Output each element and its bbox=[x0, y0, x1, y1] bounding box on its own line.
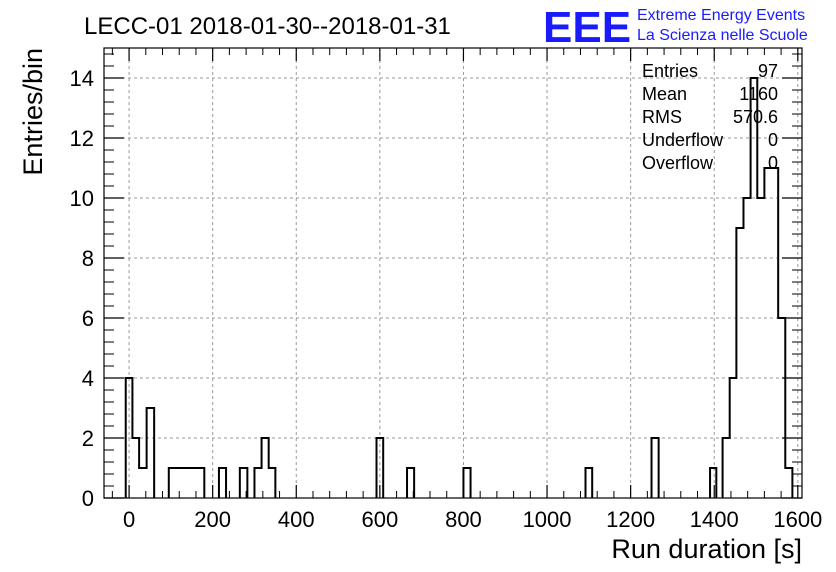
histogram-bin bbox=[132, 438, 139, 498]
stats-overflow-value: 0 bbox=[768, 153, 778, 173]
histogram-bin bbox=[778, 318, 785, 498]
y-tick-labels: 0 2 4 6 8 10 12 14 bbox=[70, 66, 94, 511]
histogram-bin bbox=[262, 438, 269, 498]
y-tick-label: 14 bbox=[70, 66, 94, 91]
y-tick-label: 10 bbox=[70, 186, 94, 211]
stats-box: Entries 97 Mean 1160 RMS 570.6 Underflow… bbox=[642, 61, 778, 173]
stats-entries-value: 97 bbox=[758, 61, 778, 81]
stats-mean-value: 1160 bbox=[739, 84, 778, 104]
histogram-bin bbox=[743, 198, 750, 498]
axis-ticks bbox=[104, 48, 802, 499]
y-tick-label: 8 bbox=[82, 246, 94, 271]
plot-frame bbox=[103, 47, 803, 499]
histogram-bin bbox=[585, 468, 592, 498]
x-tick-label: 400 bbox=[278, 507, 315, 532]
histogram-bin bbox=[771, 168, 778, 498]
stats-rms-label: RMS bbox=[642, 107, 682, 127]
logo-line-2: La Scienza nelle Scuole bbox=[637, 27, 808, 44]
x-tick-label: 200 bbox=[194, 507, 231, 532]
histogram-outline bbox=[124, 77, 794, 498]
stats-overflow-label: Overflow bbox=[642, 153, 714, 173]
y-axis-title: Entries/bin bbox=[18, 48, 48, 176]
histogram-bin bbox=[764, 168, 771, 498]
x-tick-label: 1000 bbox=[523, 507, 572, 532]
logo-line-1: Extreme Energy Events bbox=[637, 7, 805, 24]
y-tick-label: 4 bbox=[82, 366, 94, 391]
x-tick-label: 1200 bbox=[606, 507, 655, 532]
histogram-bin bbox=[219, 468, 226, 498]
stats-mean-label: Mean bbox=[642, 84, 687, 104]
y-tick-label: 2 bbox=[82, 426, 94, 451]
histogram-bin bbox=[785, 468, 792, 498]
histogram-bin bbox=[723, 438, 730, 498]
histogram-bin bbox=[254, 468, 261, 498]
grid bbox=[104, 48, 802, 499]
stats-rms-value: 570.6 bbox=[733, 107, 778, 127]
histogram-bin bbox=[751, 78, 758, 498]
histogram-bin bbox=[736, 228, 743, 498]
histogram-bin bbox=[147, 408, 155, 498]
histogram-bin bbox=[463, 468, 470, 498]
stats-underflow-label: Underflow bbox=[642, 130, 724, 150]
x-tick-label: 1400 bbox=[690, 507, 739, 532]
stats-underflow-value: 0 bbox=[768, 130, 778, 150]
histogram-bin bbox=[169, 468, 205, 498]
x-tick-label: 0 bbox=[123, 507, 135, 532]
histogram-bin bbox=[652, 438, 659, 498]
x-tick-label: 1600 bbox=[773, 507, 822, 532]
x-axis-title: Run duration [s] bbox=[611, 534, 802, 564]
y-tick-label: 6 bbox=[82, 306, 94, 331]
chart-title: LECC-01 2018-01-30--2018-01-31 bbox=[84, 13, 451, 40]
eee-logo: EEE Extreme Energy Events La Scienza nel… bbox=[543, 3, 808, 52]
y-tick-label: 0 bbox=[82, 486, 94, 511]
histogram-bin bbox=[757, 198, 764, 498]
x-tick-label: 600 bbox=[361, 507, 398, 532]
x-tick-labels: 0 200 400 600 800 1000 1200 1400 1600 bbox=[123, 507, 822, 532]
logo-letters: EEE bbox=[543, 3, 631, 52]
histogram-bin bbox=[269, 468, 276, 498]
y-tick-label: 12 bbox=[70, 126, 94, 151]
x-tick-label: 800 bbox=[445, 507, 482, 532]
stats-entries-label: Entries bbox=[642, 61, 698, 81]
